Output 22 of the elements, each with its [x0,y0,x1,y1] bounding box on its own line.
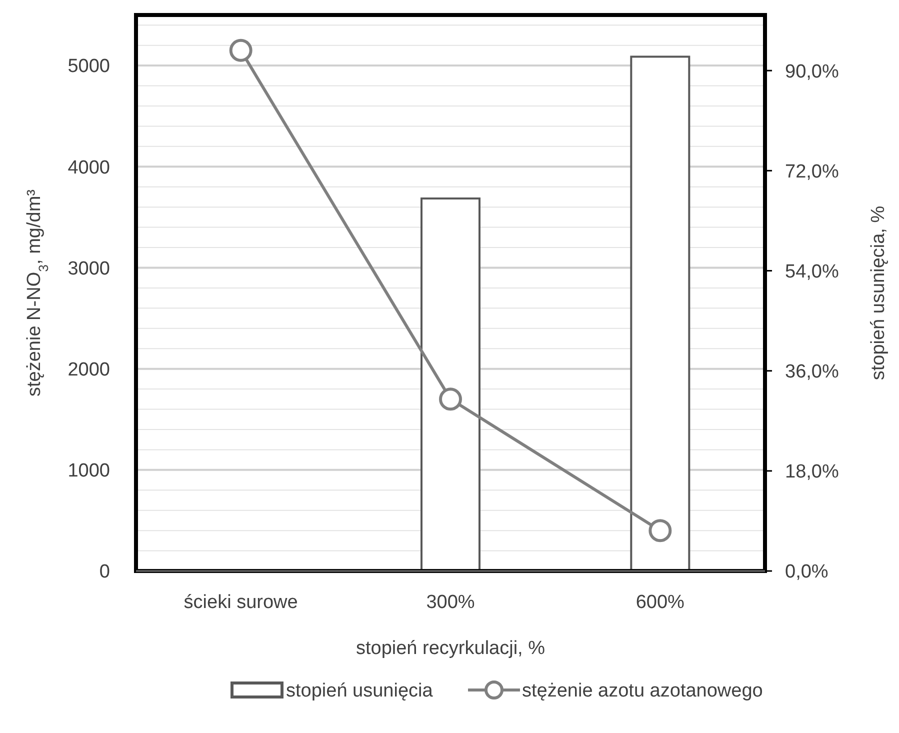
x-tick-label: ścieki surowe [184,592,298,613]
y2-tick-label: 0,0% [785,562,828,583]
x-tick-label: 300% [426,592,475,613]
point [229,38,252,62]
y2-tick-label: 72,0% [785,161,839,182]
y2-tick-label: 36,0% [785,361,839,382]
legend-label: stopień usunięcia [286,680,434,702]
x-axis-title: stopień recyrkulacji, % [356,638,546,659]
legend-label: stężenie azotu azotanowego [522,680,763,702]
point [439,388,462,411]
y-tick-label: 2000 [68,359,110,380]
y2-tick-label: 90,0% [785,61,839,82]
y-tick-label: 5000 [68,56,110,78]
y-tick-label: 3000 [68,258,110,280]
y-tick-label: 0 [99,562,110,583]
y-tick-label: 4000 [68,157,110,178]
y2-tick-label: 18,0% [785,462,839,483]
y-tick-label: 1000 [68,460,110,482]
y2-axis-title: stopień usunięcia, % [868,206,889,380]
x-tick-label: 600% [636,592,685,613]
point [648,519,672,542]
y2-tick-label: 54,0% [785,261,839,282]
